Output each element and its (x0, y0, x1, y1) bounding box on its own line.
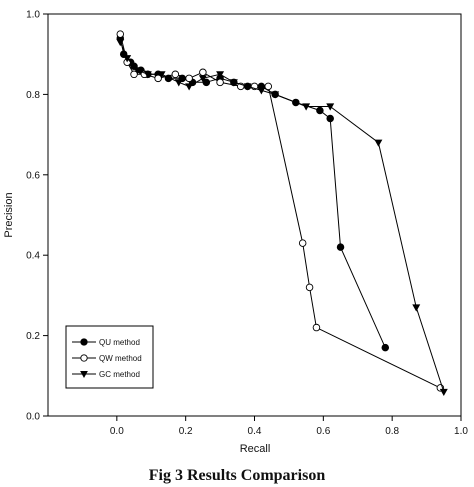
data-point-gc-method (216, 71, 225, 79)
data-point-qu-method (336, 243, 345, 251)
data-point-qw-method (171, 70, 180, 79)
data-point-gc-method (123, 55, 132, 63)
data-point-qw-method (130, 70, 138, 79)
y-tick-label: 1.0 (26, 10, 40, 21)
data-point-qw-method (312, 323, 321, 332)
series-line-gc-method (119, 41, 445, 393)
data-point-qu-method (326, 114, 334, 123)
data-point-qw-method (199, 68, 207, 77)
data-point-qw-method (185, 74, 193, 83)
data-point-gc-method (143, 71, 152, 79)
x-tick-label: 0.0 (110, 426, 124, 437)
data-point-gc-method (412, 304, 421, 312)
y-tick-label: 0.6 (26, 170, 40, 181)
legend-marker-gc-method (80, 371, 88, 379)
series-line-qw-method (119, 33, 441, 389)
data-point-qw-method (305, 283, 314, 292)
y-tick-label: 0.8 (26, 90, 40, 101)
x-axis-label: Recall (240, 443, 271, 455)
data-point-gc-method (157, 71, 166, 79)
y-tick-label: 0.0 (26, 412, 40, 423)
y-tick-label: 0.2 (26, 331, 40, 342)
legend-marker-qu-method (80, 338, 88, 346)
data-point-qw-method (298, 239, 307, 247)
data-point-gc-method (271, 91, 280, 99)
axis-ticks: 0.0 0.2 0.4 0.6 0.8 1.0 0.0 0.2 0.4 0.6 0.8 1.0 (26, 10, 468, 438)
legend-label-qu-method: QU method (99, 338, 140, 347)
data-point-gc-method (439, 388, 448, 397)
data-point-gc-method (257, 87, 266, 95)
data-point-gc-method (198, 75, 207, 83)
y-tick-label: 0.4 (26, 251, 40, 262)
legend-label-qw-method: QW method (99, 354, 142, 363)
legend: QU method QW method GC method (65, 325, 154, 389)
legend-label-gc-method: GC method (99, 370, 140, 379)
figure-caption: Fig 3 Results Comparison (148, 467, 326, 484)
series-qu-method (116, 34, 390, 352)
data-point-gc-method (185, 83, 194, 91)
data-point-gc-method (229, 79, 238, 87)
data-point-gc-method (326, 103, 335, 111)
recall-precision-chart: 0.0 0.2 0.4 0.6 0.8 1.0 0.0 0.2 0.4 0.6 0.8 1.0 Pre… (3, 10, 468, 456)
x-tick-label: 0.8 (385, 426, 399, 437)
x-tick-label: 0.4 (248, 426, 262, 437)
legend-marker-qw-method (80, 354, 88, 362)
data-point-qw-method (216, 78, 224, 87)
y-axis-label: Precision (3, 192, 15, 237)
data-point-gc-method (302, 103, 311, 111)
data-point-gc-method (243, 83, 252, 91)
data-point-gc-method (174, 79, 183, 87)
data-point-qu-method (202, 78, 211, 87)
data-point-qu-method (316, 106, 324, 115)
series-gc-method (116, 39, 448, 397)
data-point-qw-method (154, 74, 162, 83)
data-point-gc-method (374, 139, 383, 147)
x-tick-label: 0.6 (316, 426, 330, 437)
data-point-qw-method (116, 30, 125, 38)
data-point-qw-method (264, 82, 273, 91)
data-point-gc-method (133, 67, 142, 75)
x-tick-label: 0.2 (179, 426, 193, 437)
data-point-qu-method (381, 343, 390, 352)
series-layer (116, 30, 448, 397)
x-tick-label: 1.0 (454, 426, 468, 437)
data-point-gc-method (116, 39, 125, 47)
series-qw-method (116, 30, 445, 392)
legend-entries: QU method QW method GC method (72, 338, 142, 379)
